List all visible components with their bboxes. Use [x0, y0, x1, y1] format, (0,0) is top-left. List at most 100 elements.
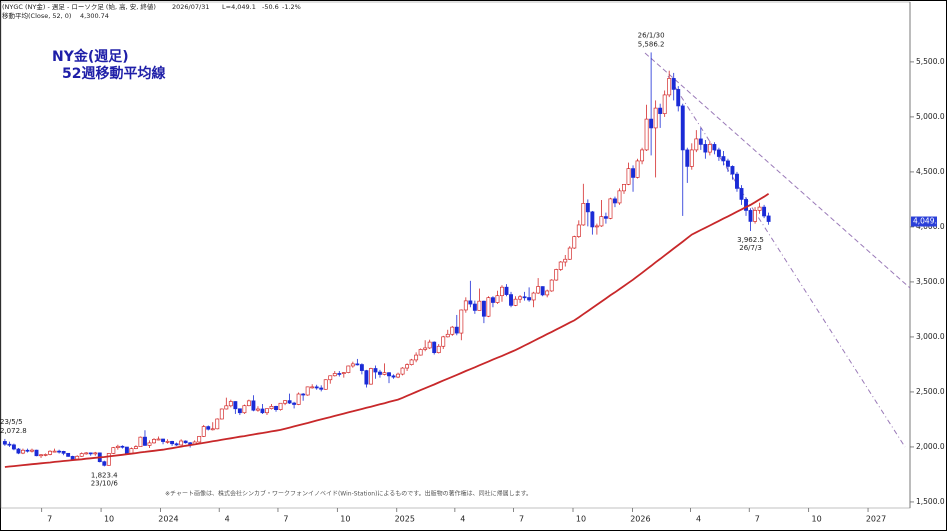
candle-body — [671, 78, 676, 90]
annotation-date: 26/7/3 — [739, 244, 762, 252]
candle-body — [721, 156, 726, 162]
candle-body — [432, 341, 437, 354]
candle-body — [387, 372, 391, 377]
candle-body — [52, 450, 57, 453]
candle-body — [414, 354, 419, 361]
candle-body — [138, 436, 143, 447]
annotation-date: 23/5/5 — [0, 418, 23, 426]
annotation-value: 3,962.5 — [737, 236, 764, 244]
candle-body — [84, 452, 89, 455]
x-tick-label: 4 — [225, 515, 230, 524]
candle-body — [622, 183, 626, 192]
candle-body — [124, 446, 129, 455]
candle-body — [314, 386, 319, 389]
candle-body — [509, 294, 513, 306]
header-text: (NYGC (NY金) - 週足 - ローソク足 (始, 高, 安, 終値) — [2, 2, 156, 11]
candle-body — [152, 439, 156, 444]
trend-line — [644, 52, 911, 289]
candle-body — [712, 144, 717, 151]
candle-body — [323, 379, 328, 390]
candle-body — [762, 206, 767, 217]
candle-body — [310, 386, 315, 389]
annotation-date: 26/1/30 — [638, 31, 665, 39]
candle-body — [79, 453, 84, 457]
candle-body — [581, 203, 586, 226]
candle-body — [296, 393, 301, 405]
candle-body — [391, 375, 396, 378]
candle-body — [667, 78, 672, 96]
candle-body — [359, 364, 364, 371]
candle-body — [653, 107, 658, 129]
candle-body — [305, 386, 310, 396]
x-tick-label: 2027 — [866, 515, 886, 524]
candle-body — [143, 436, 147, 446]
candle-body — [495, 295, 500, 303]
candle-body — [590, 211, 595, 228]
candle-body — [396, 373, 400, 378]
candle-body — [11, 444, 16, 450]
x-tick-label: 7 — [283, 515, 288, 524]
candle-body — [319, 387, 324, 390]
candle-body — [689, 149, 694, 167]
candle-body — [500, 286, 504, 297]
candle-body — [463, 300, 468, 311]
candle-body — [549, 279, 554, 292]
candle-body — [179, 440, 184, 446]
last-price-box — [911, 216, 937, 227]
candle-body — [260, 408, 265, 414]
candle-body — [197, 436, 202, 443]
candle-body — [210, 428, 215, 431]
header-text: -1.2% — [282, 3, 301, 11]
x-tick-label: 10 — [104, 515, 114, 524]
candle-body — [328, 375, 333, 381]
annotation-value: 2,072.8 — [0, 427, 27, 435]
x-tick-label: 7 — [47, 515, 52, 524]
candle-body — [545, 290, 550, 296]
candle-body — [7, 443, 12, 446]
candle-body — [242, 405, 247, 414]
legend-value: 4,300.74 — [80, 12, 109, 20]
candle-body — [757, 206, 762, 211]
candle-body — [662, 94, 667, 114]
candle-body — [301, 393, 306, 396]
y-tick-label: 4,500.0 — [916, 167, 945, 176]
candle-body — [599, 216, 604, 227]
annotation-value: 5,586.2 — [638, 40, 665, 48]
candle-body — [554, 269, 559, 281]
candle-body — [170, 440, 175, 445]
candle-body — [25, 449, 30, 452]
header: (NYGC (NY金) - 週足 - ローソク足 (始, 高, 安, 終値) 2… — [2, 2, 301, 20]
candle-body — [685, 149, 690, 167]
candle-body — [753, 210, 758, 222]
candle-body — [631, 168, 635, 178]
y-tick-label: 1,500.0 — [916, 497, 945, 506]
candle-body — [644, 118, 649, 151]
candle-body — [635, 160, 640, 178]
candle-body — [427, 341, 432, 349]
candle-body — [608, 198, 613, 219]
y-tick-label: 3,500.0 — [916, 277, 945, 286]
candle-body — [441, 336, 446, 347]
candle-body — [468, 300, 473, 305]
candle-body — [486, 297, 491, 317]
candle-body — [346, 365, 351, 373]
candle-body — [436, 345, 441, 354]
candle-body — [183, 440, 188, 444]
candle-body — [34, 449, 39, 457]
candle-body — [364, 370, 369, 385]
candle-body — [725, 160, 730, 167]
candle-body — [228, 401, 233, 407]
candle-body — [680, 105, 685, 151]
candle-body — [274, 405, 278, 411]
x-tick-label: 7 — [755, 515, 760, 524]
header-text: 2026/07/31 — [172, 3, 209, 11]
candle-body — [522, 296, 527, 299]
candle-body — [156, 438, 161, 441]
candle-body — [106, 453, 111, 466]
x-tick-label: 10 — [576, 515, 586, 524]
y-tick-label: 5,500.0 — [916, 57, 945, 66]
candle-body — [283, 400, 288, 404]
header-text: -50.6 — [262, 3, 279, 11]
candle-body — [459, 309, 464, 334]
